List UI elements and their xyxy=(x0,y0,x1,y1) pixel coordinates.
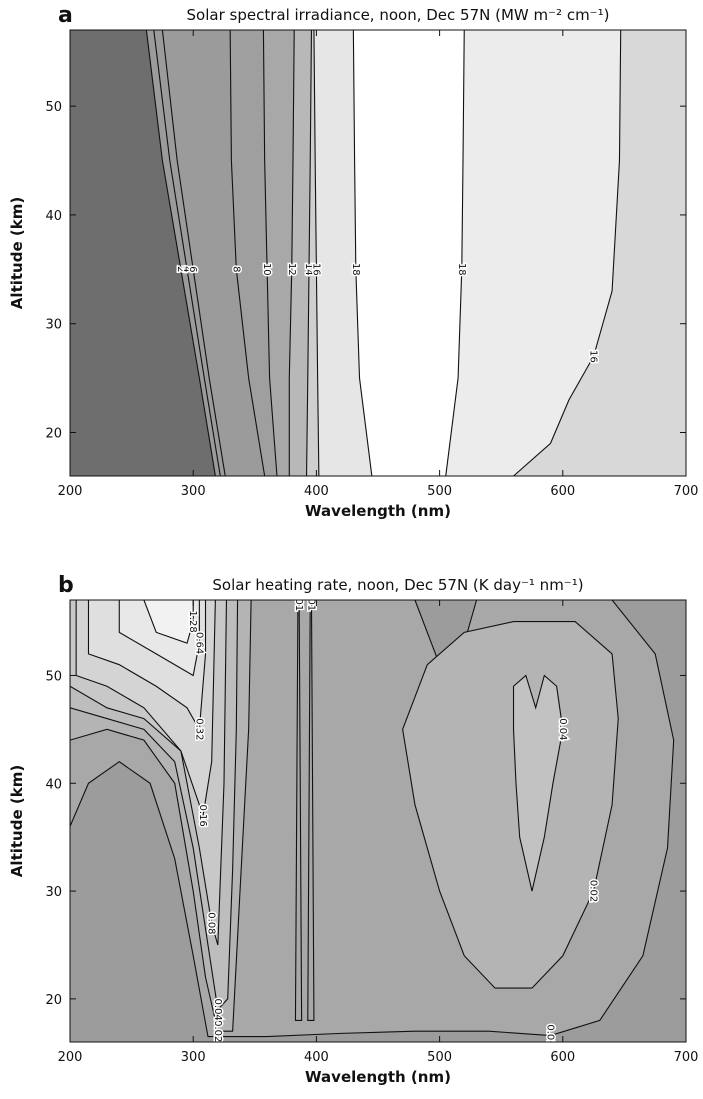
chart-title: Solar heating rate, noon, Dec 57N (K day… xyxy=(212,576,583,594)
contour-label: 0.02 xyxy=(588,880,599,902)
contour-label: 16 xyxy=(310,263,321,276)
plot-frame xyxy=(69,29,687,477)
contour-label: 0.08 xyxy=(206,912,217,934)
chart-title: Solar spectral irradiance, noon, Dec 57N… xyxy=(187,6,610,24)
contour-label: 0.04 xyxy=(557,718,568,740)
contour-fill xyxy=(307,600,314,1021)
contour-label: 0.32 xyxy=(193,718,204,740)
contour-line xyxy=(307,600,315,1021)
contour-line xyxy=(294,600,303,1021)
x-tick-label: 700 xyxy=(674,1050,699,1065)
contour-fill xyxy=(295,600,302,1021)
x-axis-label: Wavelength (nm) xyxy=(305,502,451,520)
contour-line xyxy=(288,30,295,476)
contour-line xyxy=(145,30,216,476)
contour-line xyxy=(70,600,228,946)
y-axis-label: Altitude (km) xyxy=(8,765,26,877)
contour-label: 0.01 xyxy=(544,1024,555,1046)
contour-label: 14 xyxy=(303,263,314,276)
contour-label: 10 xyxy=(261,263,272,276)
y-tick-label: 50 xyxy=(45,669,62,684)
contour-label: 18 xyxy=(456,263,467,276)
contour-label: 4 xyxy=(181,266,192,272)
contour-line xyxy=(118,600,200,677)
y-tick-label: 30 xyxy=(45,885,62,900)
y-axis-label: Altitude (km) xyxy=(8,197,26,309)
contour-label: 1.28 xyxy=(187,610,198,632)
contour-fill xyxy=(402,621,619,989)
plot-area: 0.010.020.040.020.040.080.160.320.641.28… xyxy=(70,589,686,1046)
contour-line xyxy=(445,30,465,476)
x-tick-label: 700 xyxy=(674,484,699,499)
contour-line xyxy=(153,30,221,476)
contour-label: 0.04 xyxy=(212,999,223,1021)
contour-line xyxy=(513,30,622,476)
contour-line xyxy=(87,600,207,732)
contour-line xyxy=(143,600,194,644)
y-tick-label: 20 xyxy=(45,426,62,441)
contour-fill xyxy=(513,675,563,892)
contour-label: 16 xyxy=(588,350,599,363)
x-axis-label: Wavelength (nm) xyxy=(305,1068,451,1086)
x-tick-label: 400 xyxy=(304,484,329,499)
y-tick-label: 40 xyxy=(45,777,62,792)
contour-fill xyxy=(513,30,686,476)
contour-line xyxy=(262,30,278,476)
contour-label: 0.01 xyxy=(293,589,304,611)
contour-line xyxy=(161,30,226,476)
x-tick-label: 300 xyxy=(181,1050,206,1065)
contour-label: 8 xyxy=(230,266,241,272)
x-tick-label: 200 xyxy=(58,484,83,499)
contour-label: 0.64 xyxy=(193,632,204,654)
panel-label: b xyxy=(58,573,74,598)
contour-line xyxy=(402,621,619,989)
x-tick-label: 600 xyxy=(550,484,575,499)
contour-label: 6 xyxy=(187,266,198,272)
y-tick-label: 20 xyxy=(45,993,62,1008)
contour-label: 2 xyxy=(175,266,186,272)
x-tick-label: 400 xyxy=(304,1050,329,1065)
contour-line xyxy=(229,30,266,476)
contour-line xyxy=(305,30,313,476)
x-tick-label: 500 xyxy=(427,484,452,499)
contour-line xyxy=(313,30,320,476)
contour-label: 0.01 xyxy=(305,589,316,611)
contour-line xyxy=(70,600,239,1011)
panel: a Solar spectral irradiance, noon, Dec 57… xyxy=(8,3,698,520)
panel: b Solar heating rate, noon, Dec 57N (K da… xyxy=(8,573,698,1086)
panel-label: a xyxy=(58,3,73,28)
y-tick-label: 30 xyxy=(45,318,62,333)
y-tick-label: 50 xyxy=(45,100,62,115)
plot-frame xyxy=(69,599,687,1043)
contour-label: 12 xyxy=(286,263,297,276)
x-tick-label: 500 xyxy=(427,1050,452,1065)
contour-line xyxy=(75,600,216,816)
contour-label: 0.16 xyxy=(197,804,208,826)
contour-line xyxy=(512,674,564,892)
x-tick-label: 300 xyxy=(181,484,206,499)
x-tick-label: 600 xyxy=(550,1050,575,1065)
y-tick-label: 40 xyxy=(45,209,62,224)
contour-line xyxy=(70,600,252,1032)
contour-line xyxy=(352,30,373,476)
contour-label: 18 xyxy=(350,263,361,276)
x-tick-label: 200 xyxy=(58,1050,83,1065)
contour-label: 0.02 xyxy=(212,1020,223,1042)
